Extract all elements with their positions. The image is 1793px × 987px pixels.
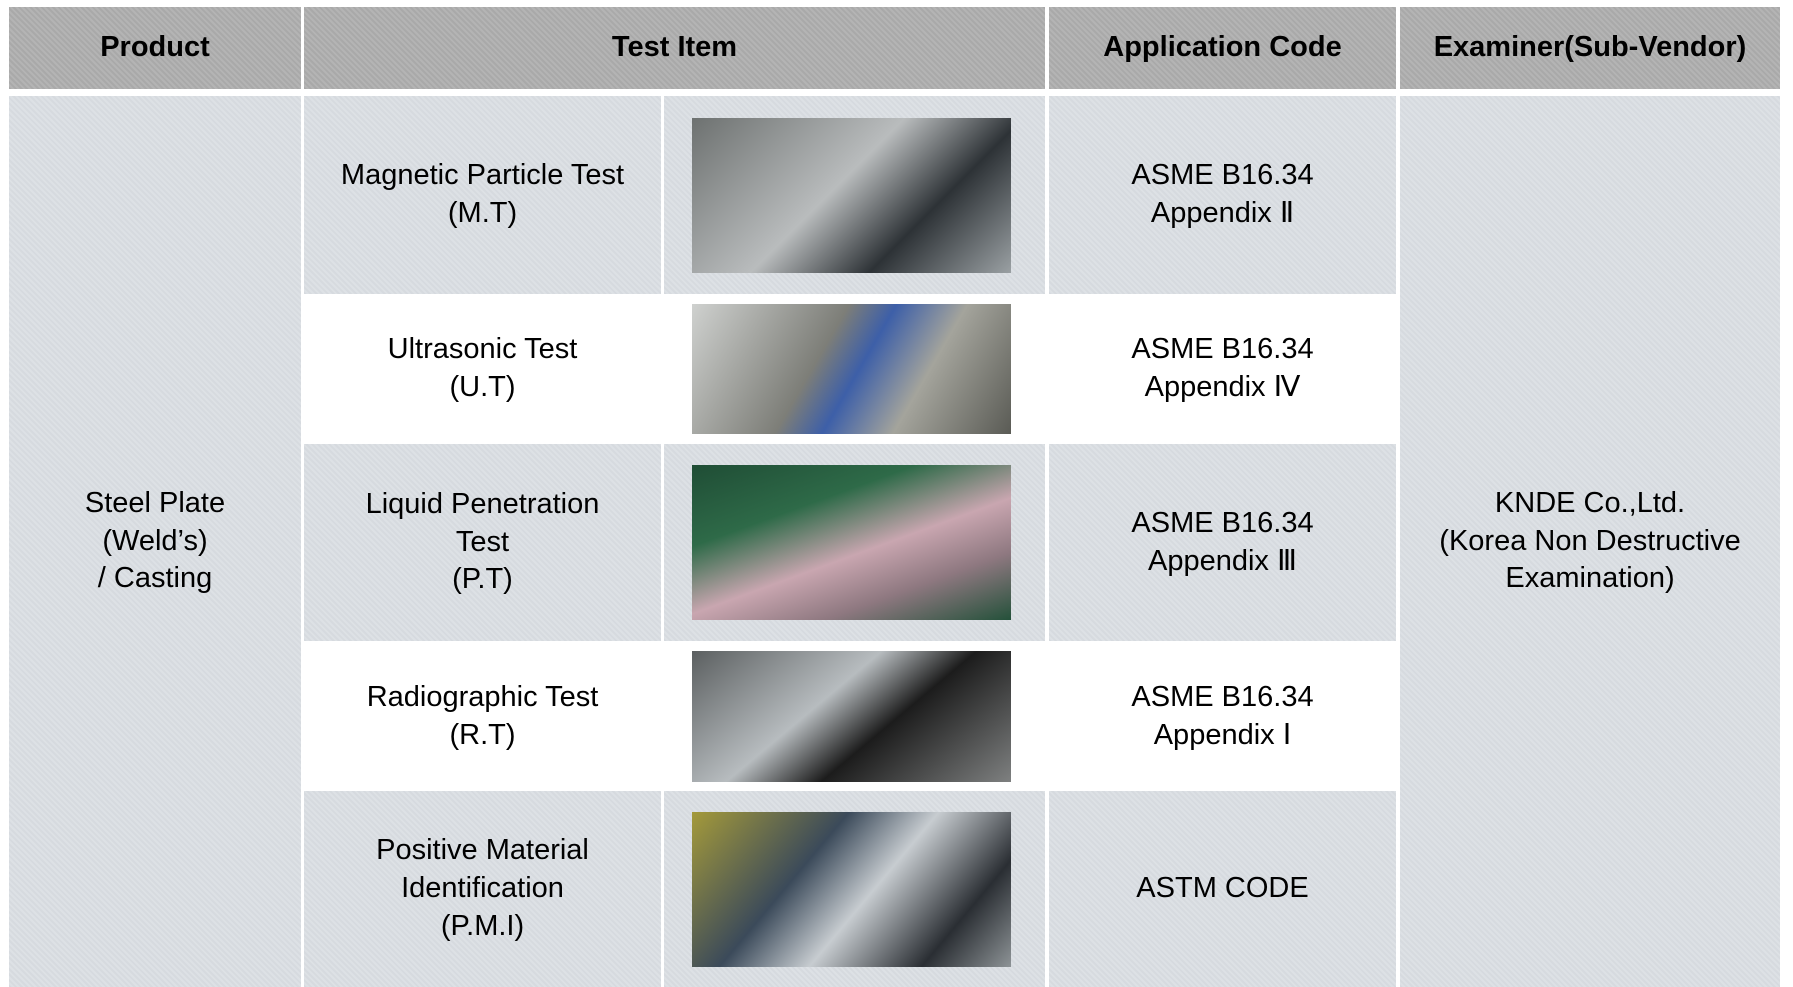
examiner-cell: KNDE Co.,Ltd. (Korea Non Destructive Exa… <box>1400 96 1780 987</box>
test-photo <box>692 304 1011 434</box>
test-photo <box>692 465 1011 620</box>
application-code: ASME B16.34 Appendix Ⅲ <box>1049 444 1396 641</box>
header-cell: Examiner(Sub-Vendor) <box>1400 7 1780 89</box>
test-name: Radiographic Test (R.T) <box>304 644 661 789</box>
test-name: Magnetic Particle Test (M.T) <box>304 96 661 294</box>
application-code: ASTM CODE <box>1049 791 1396 987</box>
test-photo <box>692 651 1011 782</box>
photo-cell <box>664 96 1045 294</box>
application-code: ASME B16.34 Appendix Ⅰ <box>1049 644 1396 789</box>
application-code: ASME B16.34 Appendix Ⅳ <box>1049 297 1396 441</box>
test-photo <box>692 117 1011 273</box>
test-name: Positive Material Identification (P.M.I) <box>304 791 661 987</box>
test-photo <box>692 811 1011 967</box>
header-cell: Test Item <box>304 7 1045 89</box>
photo-cell <box>664 791 1045 987</box>
header-cell: Product <box>9 7 301 89</box>
test-name: Ultrasonic Test (U.T) <box>304 297 661 441</box>
photo-cell <box>664 297 1045 441</box>
photo-cell <box>664 644 1045 789</box>
header-cell: Application Code <box>1049 7 1396 89</box>
test-name: Liquid Penetration Test (P.T) <box>304 444 661 641</box>
photo-cell <box>664 444 1045 641</box>
product-cell: Steel Plate (Weld’s) / Casting <box>9 96 301 987</box>
application-code: ASME B16.34 Appendix Ⅱ <box>1049 96 1396 294</box>
